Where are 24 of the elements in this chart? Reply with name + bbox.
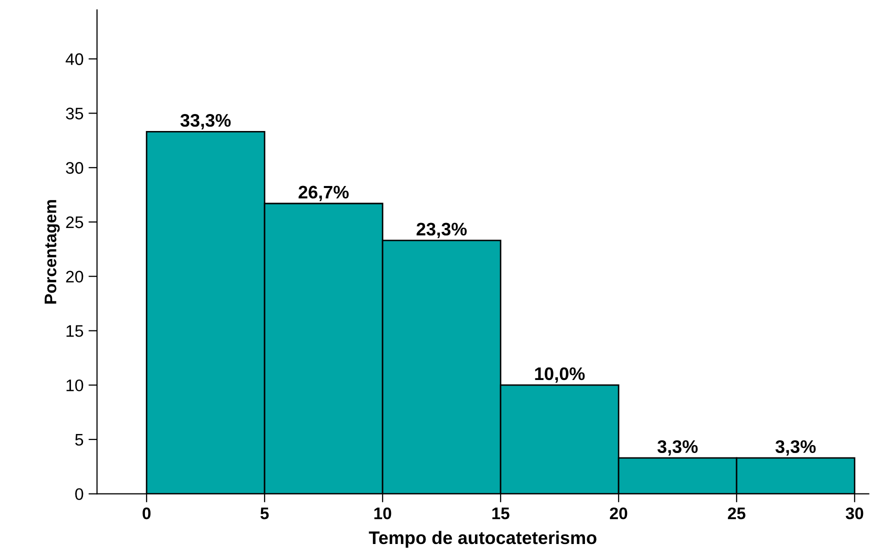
y-tick-label: 15 — [66, 325, 84, 337]
y-tick-label: 10 — [66, 379, 84, 392]
data-label: 10,0% — [535, 367, 585, 383]
data-label: 23,3% — [416, 222, 467, 238]
y-tick-label: 20 — [66, 270, 84, 283]
y-tick-label: 25 — [66, 216, 84, 228]
data-label: 3,3% — [657, 440, 698, 456]
data-label: 26,7% — [298, 186, 349, 202]
x-tick-label: 15 — [492, 508, 510, 520]
x-axis-title: Tempo de autocateterismo — [368, 530, 596, 548]
x-tick-label: 0 — [142, 507, 151, 520]
y-tick-label: 35 — [66, 108, 84, 120]
x-tick-label: 5 — [260, 508, 269, 520]
x-tick-label: 10 — [374, 507, 392, 520]
y-tick-label: 40 — [66, 53, 84, 66]
x-tick-label: 25 — [728, 507, 746, 520]
y-tick-label: 0 — [75, 488, 84, 500]
y-axis-title: Porcentagem — [44, 200, 60, 304]
data-label: 3,3% — [775, 440, 816, 456]
x-tick-label: 20 — [610, 507, 628, 520]
y-tick-label: 30 — [66, 162, 84, 174]
x-tick-label: 30 — [846, 507, 864, 520]
y-tick-label: 5 — [75, 434, 84, 446]
data-label: 33,3% — [180, 114, 231, 130]
